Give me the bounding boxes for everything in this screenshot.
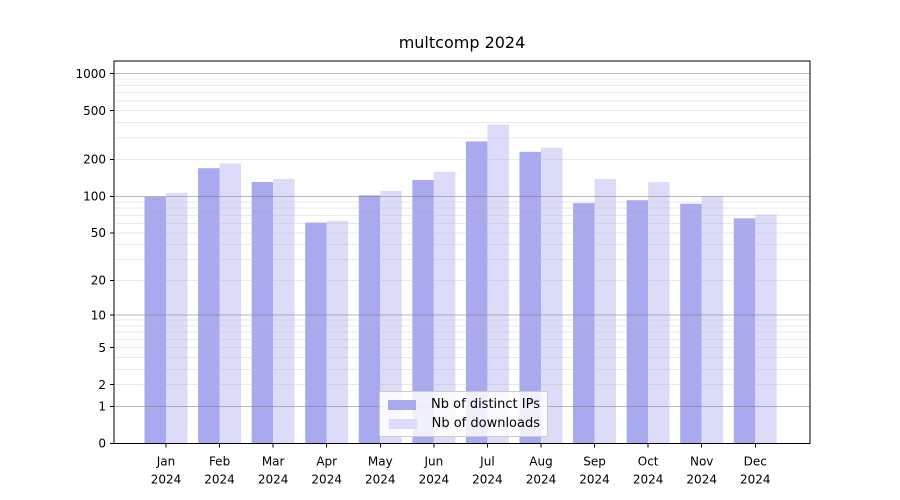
x-tick-label-month: Jul bbox=[479, 455, 494, 469]
bar-downloads-apr bbox=[326, 220, 349, 444]
x-tick-label-month: Apr bbox=[316, 455, 337, 469]
chart-title: multcomp 2024 bbox=[398, 33, 526, 52]
x-tick-label-month: Dec bbox=[744, 455, 767, 469]
legend-label-downloads: Nb of downloads bbox=[431, 416, 540, 431]
bar-downloads-jul bbox=[487, 124, 509, 444]
x-tick-label-year: 2024 bbox=[579, 473, 610, 487]
x-tick-label-month: May bbox=[368, 455, 393, 469]
bar-downloads-jan bbox=[166, 192, 188, 444]
x-tick-label-year: 2024 bbox=[472, 473, 503, 487]
legend-label-distinct-ips: Nb of distinct IPs bbox=[431, 397, 540, 412]
x-tick-label-year: 2024 bbox=[151, 473, 182, 487]
bar-distinct-ips-apr bbox=[305, 222, 327, 444]
y-tick-label: 2 bbox=[98, 378, 106, 392]
x-tick-label-year: 2024 bbox=[311, 473, 342, 487]
y-axis: 0 1 2 5 10 20 50 100 200 500 1000 bbox=[75, 67, 114, 451]
bar-distinct-ips-nov bbox=[680, 203, 702, 444]
x-tick-label-month: Mar bbox=[262, 455, 285, 469]
x-tick-label-month: Aug bbox=[529, 455, 552, 469]
x-tick-label-year: 2024 bbox=[258, 473, 289, 487]
legend-item-downloads: Nb of downloads bbox=[386, 414, 540, 433]
y-tick-label: 0 bbox=[98, 437, 106, 451]
bars bbox=[144, 124, 777, 444]
bar-downloads-jun bbox=[433, 171, 456, 444]
y-tick-label: 20 bbox=[91, 274, 106, 288]
bar-distinct-ips-oct bbox=[626, 200, 649, 444]
bar-distinct-ips-mar bbox=[251, 182, 274, 444]
x-tick-label-month: Feb bbox=[209, 455, 230, 469]
legend-swatch-downloads bbox=[388, 418, 417, 429]
bar-distinct-ips-feb bbox=[198, 168, 220, 444]
x-tick-label-year: 2024 bbox=[365, 473, 396, 487]
x-tick-label-year: 2024 bbox=[686, 473, 717, 487]
legend-swatch-distinct-ips bbox=[388, 399, 417, 410]
plot-border bbox=[113, 60, 811, 444]
bar-distinct-ips-jun bbox=[412, 180, 434, 444]
x-tick-label-month: Nov bbox=[690, 455, 713, 469]
x-tick-label-month: Jun bbox=[423, 455, 443, 469]
bar-downloads-sep bbox=[594, 178, 617, 444]
bar-distinct-ips-dec bbox=[733, 218, 756, 444]
legend-item-distinct-ips: Nb of distinct IPs bbox=[386, 395, 540, 414]
bar-distinct-ips-jul bbox=[465, 141, 488, 444]
legend: Nb of distinct IPs Nb of downloads bbox=[379, 391, 548, 437]
x-tick-label-month: Jan bbox=[156, 455, 176, 469]
x-tick-label-year: 2024 bbox=[633, 473, 664, 487]
x-tick-label-month: Sep bbox=[583, 455, 606, 469]
y-tick-label: 5 bbox=[98, 341, 106, 355]
y-tick-label: 10 bbox=[91, 308, 106, 322]
bar-downloads-aug bbox=[540, 147, 563, 444]
bar-downloads-oct bbox=[648, 182, 670, 444]
y-tick-label: 1000 bbox=[75, 67, 106, 81]
gridlines bbox=[114, 73, 810, 407]
bar-distinct-ips-jan bbox=[144, 196, 166, 444]
bar-downloads-may bbox=[380, 190, 402, 444]
bar-downloads-nov bbox=[701, 196, 724, 444]
bar-downloads-dec bbox=[755, 214, 777, 444]
bar-distinct-ips-may bbox=[358, 195, 381, 444]
y-tick-label: 50 bbox=[91, 226, 106, 240]
bar-distinct-ips-aug bbox=[519, 151, 541, 444]
x-tick-label-month: Oct bbox=[638, 455, 659, 469]
y-tick-label: 100 bbox=[83, 190, 106, 204]
y-tick-label: 500 bbox=[83, 104, 106, 118]
x-tick-label-year: 2024 bbox=[526, 473, 557, 487]
bar-distinct-ips-sep bbox=[573, 203, 595, 444]
bar-downloads-feb bbox=[219, 163, 242, 444]
y-tick-label: 1 bbox=[98, 400, 106, 414]
y-tick-label: 200 bbox=[83, 153, 106, 167]
x-tick-label-year: 2024 bbox=[204, 473, 235, 487]
x-tick-label-year: 2024 bbox=[740, 473, 771, 487]
x-axis: Jan 2024 Feb 2024 Mar 2024 Apr 2024 May 2024 Jun 20… bbox=[151, 443, 771, 487]
x-tick-label-year: 2024 bbox=[419, 473, 450, 487]
bar-downloads-mar bbox=[273, 178, 295, 444]
